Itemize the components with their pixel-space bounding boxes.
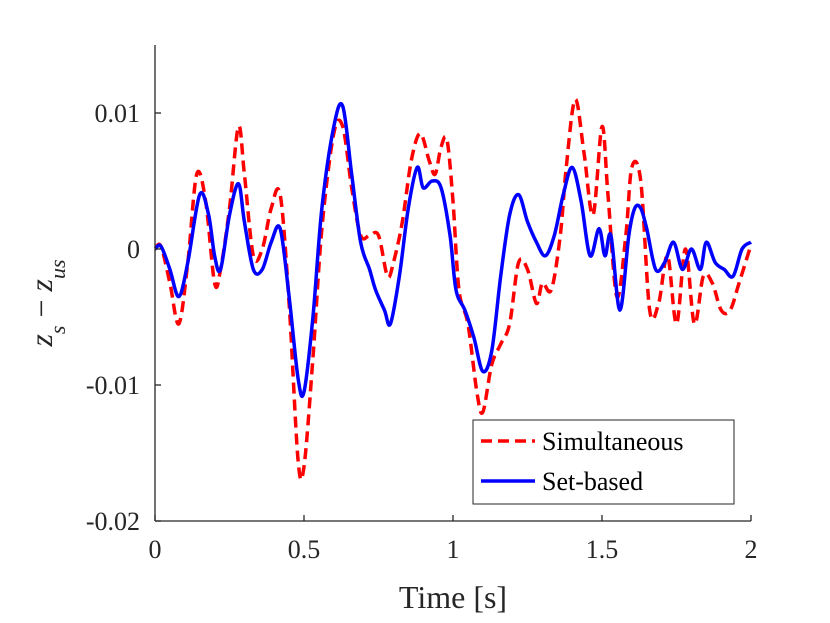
x-tick-label: 2 (745, 535, 758, 564)
plot-area (153, 97, 753, 482)
y-axis-label: zs − zus (23, 259, 70, 347)
y-label-minus: − (23, 291, 59, 325)
y-tick-label: -0.01 (86, 371, 140, 400)
y-tick-label: 0.01 (95, 99, 141, 128)
y-label-sub-2: us (45, 259, 70, 279)
series-line-set-based (153, 101, 753, 398)
x-tick-label: 1.5 (586, 535, 619, 564)
legend-label-simultaneous: Simultaneous (542, 427, 684, 456)
x-tick-label: 1 (447, 535, 460, 564)
x-axis-label: Time [s] (399, 579, 507, 615)
legend-label-set-based: Set-based (542, 467, 643, 496)
legend: Simultaneous Set-based (472, 419, 735, 505)
y-tick-label: 0 (127, 235, 140, 264)
y-label-var-1: z (23, 334, 59, 348)
y-label-var-2: z (23, 278, 59, 292)
y-tick-label: -0.02 (86, 507, 140, 536)
y-label-sub-1: s (45, 326, 70, 335)
x-tick-label: 0 (149, 535, 162, 564)
tick-labels: 0 0.5 1 1.5 2 -0.02 -0.01 0 0.01 (86, 99, 758, 564)
x-tick-label: 0.5 (288, 535, 321, 564)
legend-box (472, 419, 735, 505)
tick-marks (154, 112, 752, 522)
series-line-simultaneous (153, 97, 753, 482)
